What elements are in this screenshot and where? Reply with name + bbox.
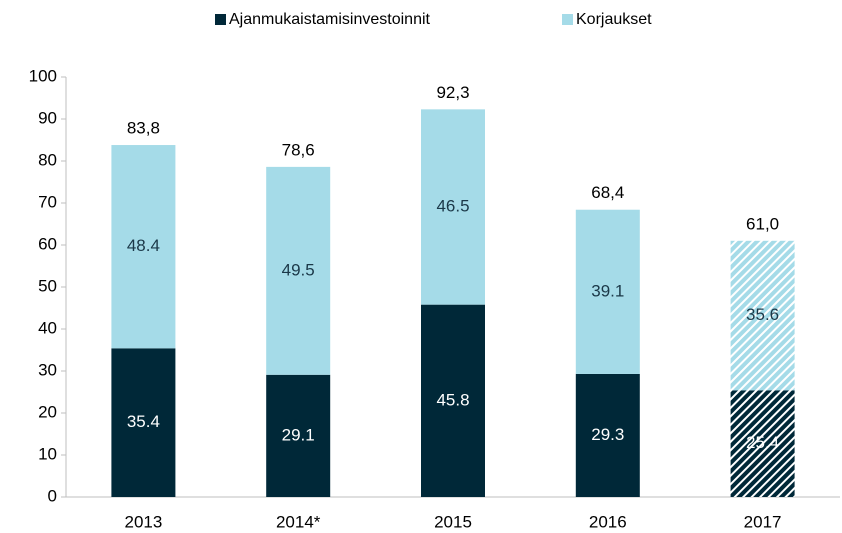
legend-swatch: [562, 14, 573, 25]
y-tick-label: 20: [38, 402, 57, 421]
x-tick-label: 2014*: [276, 512, 321, 531]
bar-segment: [111, 348, 176, 497]
total-label: 92,3: [436, 83, 469, 102]
y-tick-label: 50: [38, 276, 57, 295]
x-tick-label: 2013: [124, 512, 162, 531]
y-tick-label: 10: [38, 444, 57, 463]
bar-segment: [575, 209, 640, 374]
y-tick-label: 80: [38, 150, 57, 169]
y-tick-label: 100: [29, 66, 57, 85]
total-label: 83,8: [127, 119, 160, 138]
y-tick-label: 70: [38, 192, 57, 211]
data-label: 49.5: [282, 260, 315, 279]
y-tick-label: 0: [48, 486, 57, 505]
x-tick-label: 2017: [744, 512, 782, 531]
data-label: 35.4: [127, 412, 160, 431]
data-label: 29.3: [591, 425, 624, 444]
data-label: 48.4: [127, 236, 160, 255]
bar-segment: [421, 304, 485, 497]
y-tick-label: 30: [38, 360, 57, 379]
y-tick-label: 90: [38, 108, 57, 127]
y-tick-label: 60: [38, 234, 57, 253]
data-label: 46.5: [436, 196, 469, 215]
bar-segment: [730, 240, 795, 391]
total-label: 61,0: [746, 214, 779, 233]
data-label: 45.8: [436, 390, 469, 409]
data-label: 25.4: [746, 433, 779, 452]
bar-segment: [266, 166, 331, 375]
legend-swatch: [215, 14, 226, 25]
bar-segment: [111, 145, 176, 349]
data-label: 29.1: [282, 425, 315, 444]
data-label: 39.1: [591, 281, 624, 300]
total-label: 78,6: [282, 140, 315, 159]
y-tick-label: 40: [38, 318, 57, 337]
bar-segment: [421, 109, 485, 305]
total-label: 68,4: [591, 183, 624, 202]
data-label: 35.6: [746, 305, 779, 324]
x-tick-label: 2016: [589, 512, 627, 531]
legend-label: Korjaukset: [576, 11, 652, 28]
bar-segment: [730, 390, 795, 497]
bar-segment: [266, 374, 331, 497]
bar-segment: [575, 373, 640, 497]
legend-label: Ajanmukaistamisinvestoinnit: [229, 11, 431, 28]
x-tick-label: 2015: [434, 512, 472, 531]
